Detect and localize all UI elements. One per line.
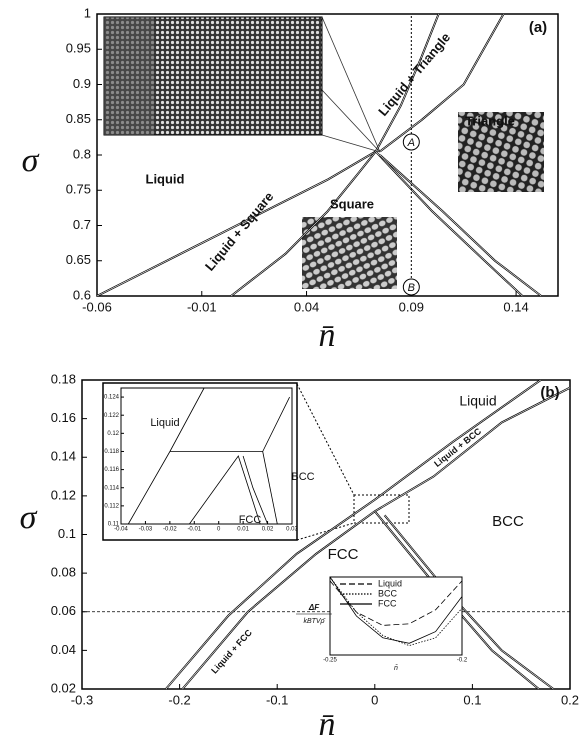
x-tick-label: 0 [217,527,221,533]
y-tick-label: 0.122 [104,413,120,419]
x-tick-label: -0.02 [163,527,177,533]
panel-label: (a) [529,19,547,36]
y-tick-label: 0.02 [51,680,76,695]
point-label: B [408,282,415,294]
boundary-line [189,455,261,525]
y-tick-label: 0.04 [51,642,76,657]
y-tick-label: 0.9 [73,76,91,91]
y-tick-label: 0.7 [73,217,91,232]
x-tick-label: -0.01 [187,299,217,314]
x-tick-label: -0.2 [168,692,190,707]
x-tick-label: -0.04 [114,527,128,533]
y-tick-label: 0.11 [108,522,120,528]
point-marker [402,133,420,151]
y-tick-label: 0.16 [51,410,76,425]
x-tick-label: 0.02 [262,527,274,533]
y-tick-label: 0.118 [104,449,119,455]
y-tick-label: 0.95 [66,41,91,56]
y-tick-label: 0.75 [66,182,91,197]
y-tick-label: 0.12 [107,431,119,437]
boundary-line-inner [379,154,542,297]
x-tick-label: 0.04 [294,299,319,314]
x-tick-label: 0.2 [561,692,579,707]
y-tick-label: 0.114 [104,485,119,491]
x-tick-label: -0.06 [82,299,112,314]
region-label: Liquid [459,393,496,409]
plot-frame [120,387,293,525]
point-label: A [407,137,415,149]
lattice-images [103,16,544,289]
y-axis-label: σ [20,499,38,536]
boundary-line [329,576,463,644]
x-tick-label: 0.1 [463,692,481,707]
y-tick-label: 0.65 [66,252,91,267]
y-tick-label: 0.06 [51,603,76,618]
x-tick-label: 0.09 [399,299,424,314]
x-tick-label: -0.2 [457,658,468,664]
panel-label: (b) [540,384,559,401]
y-tick-label: 0.14 [51,449,76,464]
legend-label: BCC [378,588,398,598]
boundary-line-inner [230,151,376,297]
inset-y-label: kBTVρ̄ [303,618,325,625]
inset-label: Liquid [150,417,179,429]
y-tick-label: 0.08 [51,565,76,580]
boundary-line [329,580,463,626]
inset-label: BCC [291,471,314,483]
y-tick-label: 0.85 [66,111,91,126]
y-tick-label: 0.12 [51,487,76,502]
region-label: FCC [328,546,359,563]
inset-border [102,382,298,541]
inset-guides [296,383,410,541]
y-tick-label: 0.112 [104,503,119,509]
x-tick-label: 0.14 [503,299,528,314]
boundary-line-inner [379,13,504,152]
x-tick-label: -0.03 [139,527,153,533]
y-tick-label: 1 [84,5,91,20]
point-marker [402,278,420,296]
x-tick-label: -0.1 [266,692,288,707]
x-tick-label: 0.01 [237,527,249,533]
legend-label: Liquid [378,578,402,588]
inset-y-label: ΔF [308,603,320,612]
region-label: Liquid + FCC [209,627,254,675]
boundary-line-inner [374,511,539,690]
region-label: Liquid + Triangle [375,30,453,119]
y-tick-label: 0.1 [58,526,76,541]
x-axis-label: n̄ [319,317,336,354]
inset-x-label: n̄ [394,664,398,672]
y-tick-label: 0.6 [73,287,91,302]
x-tick-label: 0.03 [286,527,298,533]
y-tick-label: 0.124 [104,395,120,401]
boundary-line-inner [384,515,554,690]
boundary-line-inner [165,379,541,690]
x-axis-label: n̄ [319,706,336,742]
boundary-line-inner [96,151,376,297]
x-tick-label: -0.25 [323,658,337,664]
boundary-line [262,396,290,525]
boundary-line [242,455,268,525]
region-label: Liquid + BCC [432,426,483,469]
x-tick-label: -0.01 [187,527,201,533]
inset-label: FCC [239,514,262,526]
y-tick-label: 0.18 [51,371,76,386]
region-label: Liquid [146,171,185,186]
region-label: Square [330,196,374,211]
y-tick-label: 0.116 [104,467,119,473]
plot-frame [329,576,463,656]
region-label: Liquid + Square [202,189,276,274]
region-label: Triangle [465,113,515,128]
x-tick-label: -0.3 [71,692,93,707]
y-axis-label: σ [22,142,40,179]
region-label: BCC [492,513,524,530]
legend-label: FCC [378,598,397,608]
x-tick-label: 0 [371,692,378,707]
y-tick-label: 0.8 [73,146,91,161]
boundary-line-inner [375,151,523,297]
